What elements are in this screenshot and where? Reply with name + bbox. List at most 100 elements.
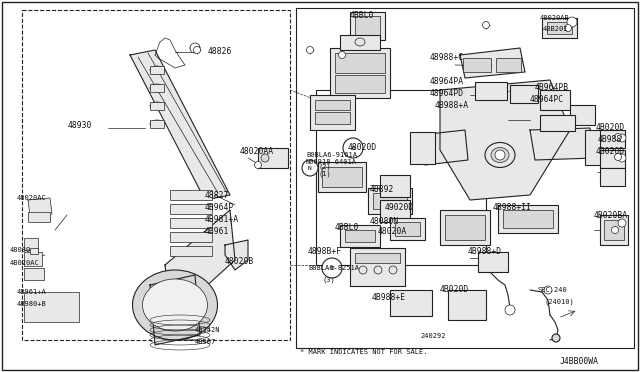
Text: 4B988+D: 4B988+D (468, 247, 502, 257)
Circle shape (307, 46, 314, 54)
Ellipse shape (150, 84, 164, 92)
Bar (600, 168, 625, 186)
Polygon shape (440, 80, 570, 200)
Bar (600, 215, 628, 245)
Polygon shape (225, 240, 248, 270)
Bar (540, 90, 570, 110)
Ellipse shape (143, 279, 207, 331)
Text: 48826: 48826 (208, 48, 232, 57)
Circle shape (618, 134, 626, 142)
Text: 4B988: 4B988 (598, 135, 622, 144)
Bar (510, 85, 538, 103)
Text: N: N (308, 166, 312, 170)
Text: 4B020D: 4B020D (596, 148, 625, 157)
Text: * MARK INDICATES NOT FOR SALE.: * MARK INDICATES NOT FOR SALE. (300, 349, 428, 355)
Text: 4B020D: 4B020D (440, 285, 469, 295)
Bar (475, 82, 507, 100)
Bar (258, 148, 288, 168)
Circle shape (255, 161, 262, 169)
Bar (24, 252, 42, 266)
Ellipse shape (485, 142, 515, 167)
Text: 4B988+II: 4B988+II (493, 203, 532, 212)
Ellipse shape (491, 148, 509, 163)
Text: 4B020BA: 4B020BA (594, 211, 628, 219)
Bar (340, 35, 380, 50)
Bar (570, 105, 595, 125)
Text: 48964PC: 48964PC (530, 96, 564, 105)
Bar (355, 16, 380, 36)
Circle shape (322, 258, 342, 278)
Text: 4898B+F: 4898B+F (308, 247, 342, 257)
Text: 4B988+A: 4B988+A (435, 102, 469, 110)
Text: 4B964P: 4B964P (205, 203, 234, 212)
Text: 48988+C: 48988+C (430, 54, 464, 62)
Text: 48020AB: 48020AB (540, 15, 570, 21)
Text: 48961+A: 48961+A (17, 289, 47, 295)
Bar (585, 130, 613, 165)
Bar (503, 210, 553, 228)
Text: 48080: 48080 (10, 247, 31, 253)
Bar (496, 58, 521, 72)
Circle shape (343, 138, 363, 158)
Bar (170, 232, 212, 242)
Polygon shape (460, 48, 525, 78)
Text: 48020AA: 48020AA (240, 148, 274, 157)
Text: 4B020D: 4B020D (596, 124, 625, 132)
Bar (318, 162, 366, 192)
Bar (350, 12, 385, 40)
Circle shape (567, 17, 577, 27)
Polygon shape (28, 198, 52, 216)
Text: 4B988+E: 4B988+E (372, 294, 406, 302)
Bar (390, 290, 432, 316)
Bar (600, 150, 625, 168)
Polygon shape (130, 50, 230, 200)
Bar (170, 218, 212, 228)
Ellipse shape (355, 38, 365, 46)
Circle shape (611, 227, 618, 234)
Bar (440, 210, 490, 245)
Bar (150, 120, 164, 128)
Circle shape (190, 43, 200, 53)
Text: 4B964PB: 4B964PB (535, 83, 569, 93)
Text: B08LA6-8251A: B08LA6-8251A (308, 265, 359, 271)
Text: (2): (2) (318, 164, 331, 170)
Bar (315, 112, 350, 124)
Circle shape (614, 154, 621, 160)
Bar (410, 132, 435, 164)
Text: 4BB20I: 4BB20I (543, 26, 568, 32)
Text: N06918-6401A: N06918-6401A (305, 159, 356, 165)
Polygon shape (150, 275, 200, 345)
Text: 4B981+A: 4B981+A (205, 215, 239, 224)
Ellipse shape (261, 154, 269, 162)
Circle shape (339, 51, 346, 58)
Circle shape (614, 134, 621, 141)
Bar (380, 200, 410, 222)
Bar (340, 225, 380, 247)
Bar (330, 48, 390, 98)
Bar (170, 204, 212, 214)
Text: 48020D: 48020D (348, 144, 377, 153)
Text: 48930: 48930 (68, 121, 92, 129)
Text: (24010): (24010) (544, 299, 573, 305)
Bar (498, 205, 558, 233)
Bar (28, 212, 50, 222)
Bar (373, 193, 407, 209)
Polygon shape (420, 130, 468, 165)
Ellipse shape (190, 44, 200, 52)
Text: 48964PD: 48964PD (430, 90, 464, 99)
Text: B: B (330, 266, 334, 270)
Circle shape (544, 286, 552, 294)
Circle shape (618, 219, 626, 227)
Circle shape (505, 305, 515, 315)
Bar (542, 18, 577, 38)
Circle shape (552, 334, 560, 342)
Circle shape (302, 160, 318, 176)
Polygon shape (530, 128, 595, 160)
Text: 48827: 48827 (205, 192, 229, 201)
Text: 4B020AC: 4B020AC (10, 260, 40, 266)
Bar (335, 75, 385, 93)
Text: 48020AC: 48020AC (17, 195, 47, 201)
Bar (315, 100, 350, 110)
Circle shape (564, 25, 572, 32)
Bar (24, 292, 79, 322)
